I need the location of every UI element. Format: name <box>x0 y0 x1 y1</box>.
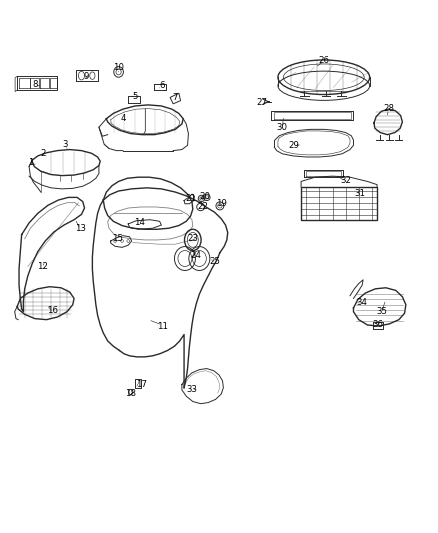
Text: 24: 24 <box>191 252 202 260</box>
Text: 34: 34 <box>357 298 368 307</box>
Text: 2: 2 <box>41 149 46 158</box>
Text: 29: 29 <box>289 141 300 150</box>
Text: 10: 10 <box>113 63 124 72</box>
Text: 36: 36 <box>373 320 384 329</box>
Bar <box>301 187 377 220</box>
Text: 21: 21 <box>185 194 196 203</box>
Text: 6: 6 <box>159 81 165 90</box>
Text: 12: 12 <box>37 262 48 271</box>
Text: 9: 9 <box>83 71 88 80</box>
Text: 35: 35 <box>376 307 387 316</box>
Text: 23: 23 <box>187 235 198 244</box>
Text: 15: 15 <box>112 235 123 244</box>
Text: 30: 30 <box>277 123 288 132</box>
Text: 14: 14 <box>134 219 145 228</box>
Text: 27: 27 <box>256 98 267 107</box>
Text: 13: 13 <box>74 224 86 233</box>
Text: 26: 26 <box>318 56 329 64</box>
Text: 32: 32 <box>340 176 351 185</box>
Text: 11: 11 <box>157 321 168 330</box>
Text: 18: 18 <box>125 389 136 398</box>
Text: 28: 28 <box>383 103 394 112</box>
Text: 16: 16 <box>47 305 58 314</box>
Text: 5: 5 <box>132 92 138 101</box>
Text: 31: 31 <box>354 189 365 198</box>
Text: 4: 4 <box>120 114 126 123</box>
Text: 17: 17 <box>136 380 147 389</box>
Text: 7: 7 <box>173 93 178 102</box>
Text: 1: 1 <box>28 158 33 167</box>
Text: 33: 33 <box>187 385 198 394</box>
Text: 22: 22 <box>197 203 208 212</box>
Text: 8: 8 <box>32 80 38 89</box>
Text: 3: 3 <box>63 140 68 149</box>
Text: 19: 19 <box>216 199 226 208</box>
Text: 20: 20 <box>200 192 211 201</box>
Text: 25: 25 <box>209 257 220 265</box>
